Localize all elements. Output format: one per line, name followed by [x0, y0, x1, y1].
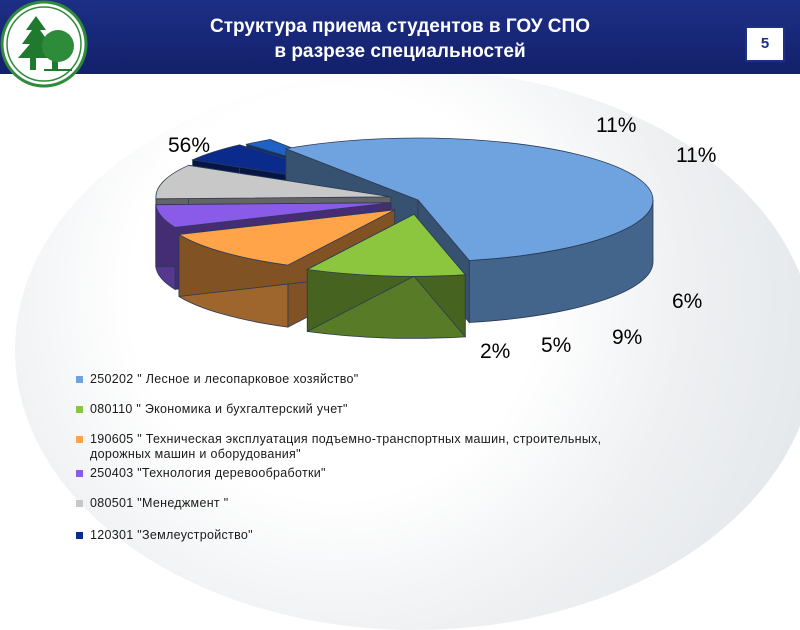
legend-swatch — [76, 436, 83, 443]
legend-swatch — [76, 376, 83, 383]
legend-swatch — [76, 500, 83, 507]
pie-label-4: 9% — [612, 326, 642, 349]
pie-label-0: 56% — [168, 134, 210, 157]
pie-label-5: 5% — [541, 334, 571, 357]
legend-label: 120301 "Землеустройство" — [90, 528, 770, 543]
legend-label: 250403 "Технология деревообработки" — [90, 466, 770, 481]
legend-swatch — [76, 470, 83, 477]
pie-label-2: 11% — [676, 144, 716, 167]
legend-label: 190605 " Техническая эксплуатация подъем… — [90, 432, 770, 462]
legend-label: 080110 " Экономика и бухгалтерский учет" — [90, 402, 770, 417]
pie-label-1: 11% — [596, 114, 636, 137]
legend-swatch — [76, 406, 83, 413]
legend-label: 250202 " Лесное и лесопарковое хозяйство… — [90, 372, 770, 387]
pie-label-6: 2% — [480, 340, 510, 363]
pie-label-3: 6% — [672, 290, 702, 313]
legend-label: 080501 "Менеджмент " — [90, 496, 770, 511]
legend-swatch — [76, 532, 83, 539]
